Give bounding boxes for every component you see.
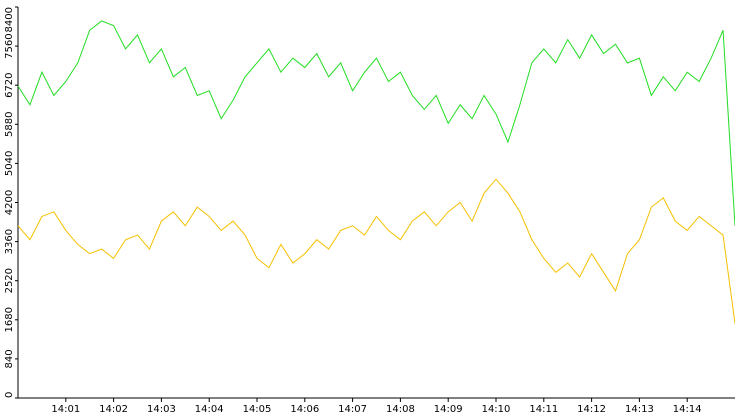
x-tick-label: 14:03 (147, 404, 176, 415)
x-tick-label: 14:08 (386, 404, 415, 415)
y-tick-label: 2520 (4, 268, 15, 293)
y-tick-label: 840 (4, 349, 15, 368)
x-tick-label: 14:05 (243, 404, 272, 415)
x-tick-label: 14:12 (577, 404, 606, 415)
x-tick-label: 14:11 (529, 404, 558, 415)
y-tick-label: 3360 (4, 229, 15, 254)
x-tick-label: 14:06 (290, 404, 319, 415)
x-tick-label: 14:09 (434, 404, 463, 415)
x-tick-label: 14:04 (195, 404, 224, 415)
data-line (17, 178, 735, 324)
data-line (17, 20, 735, 226)
x-tick-label: 14:13 (625, 404, 654, 415)
x-tick-label: 14:02 (99, 404, 128, 415)
y-tick-label: 7560 (4, 33, 15, 58)
y-tick-label: 5880 (4, 112, 15, 137)
x-tick-label: 14:01 (51, 404, 80, 415)
y-tick-label: 5040 (4, 151, 15, 176)
x-tick-label: 14:10 (482, 404, 511, 415)
y-tick-label: 1680 (4, 307, 15, 332)
x-tick-label: 14:07 (338, 404, 367, 415)
y-tick-label: 8400 (4, 7, 15, 32)
y-tick-label: 6720 (4, 72, 15, 97)
y-tick-label: 0 (4, 392, 15, 398)
x-tick-label: 14:14 (673, 404, 702, 415)
y-tick-label: 4200 (4, 190, 15, 215)
